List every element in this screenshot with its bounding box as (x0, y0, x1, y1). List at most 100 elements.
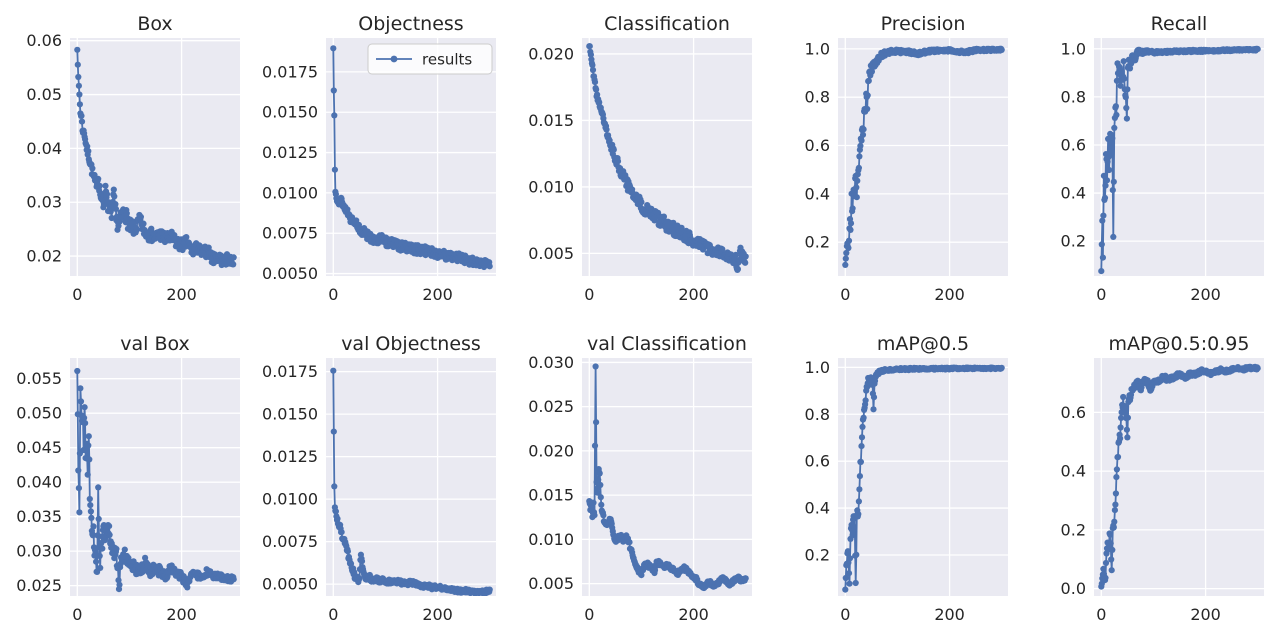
svg-text:200: 200 (422, 285, 453, 304)
tick-labels: 0.005 0.010 0.015 0.020 0 200 (528, 44, 709, 304)
svg-text:0.0: 0.0 (1061, 579, 1086, 598)
svg-text:0: 0 (584, 605, 594, 624)
series-markers (1098, 45, 1261, 275)
subplot-svg-precision: 0.2 0.4 0.6 0.8 1.0 0 200 Precision (805, 13, 1008, 304)
svg-text:200: 200 (166, 285, 197, 304)
svg-text:0.8: 0.8 (805, 405, 830, 424)
subplot-objectness: 0.0050 0.0075 0.0100 0.0125 0.0150 0.0175 0 200… (256, 0, 512, 320)
subplot-val-box: 0.025 0.030 0.035 0.040 0.045 0.050 0.055 0 200 v… (0, 320, 256, 640)
svg-text:0.030: 0.030 (16, 542, 62, 561)
legend-label: results (422, 51, 472, 69)
svg-text:0.020: 0.020 (528, 441, 574, 460)
svg-text:0.025: 0.025 (16, 576, 62, 595)
series-results (586, 43, 749, 273)
gridlines (70, 38, 240, 276)
svg-text:0: 0 (72, 285, 82, 304)
svg-text:0.0100: 0.0100 (262, 490, 318, 509)
legend: results (367, 43, 493, 75)
svg-text:0.040: 0.040 (16, 473, 62, 492)
tick-labels: 0.005 0.010 0.015 0.020 0.025 0.030 0 200 (528, 353, 709, 624)
svg-text:200: 200 (678, 285, 709, 304)
subplot-svg-classification: 0.005 0.010 0.015 0.020 0 200 Classification (528, 13, 752, 304)
svg-text:0.4: 0.4 (805, 499, 830, 518)
svg-text:0: 0 (72, 605, 82, 624)
gridlines (838, 358, 1008, 596)
svg-text:0.03: 0.03 (26, 193, 62, 212)
plot-area (326, 358, 496, 596)
subplot-map05: 0.2 0.4 0.6 0.8 1.0 0 200 mAP@0.5 (768, 320, 1024, 640)
series-results (586, 363, 749, 592)
svg-text:200: 200 (1190, 605, 1221, 624)
svg-text:0.2: 0.2 (805, 233, 830, 252)
series-markers (74, 46, 237, 269)
series-markers (74, 367, 237, 593)
svg-text:0.0125: 0.0125 (262, 143, 318, 162)
svg-text:0.6: 0.6 (805, 452, 830, 471)
svg-text:0.050: 0.050 (16, 404, 62, 423)
svg-text:0.0050: 0.0050 (262, 575, 318, 594)
svg-text:0.0175: 0.0175 (262, 362, 318, 381)
svg-text:0.010: 0.010 (528, 177, 574, 196)
series-results (330, 367, 493, 596)
svg-text:0.035: 0.035 (16, 507, 62, 526)
svg-text:0.045: 0.045 (16, 438, 62, 457)
series-markers (842, 45, 1005, 268)
series-results (74, 46, 237, 269)
svg-text:0.0100: 0.0100 (262, 183, 318, 202)
svg-text:0.4: 0.4 (1061, 462, 1086, 481)
svg-text:0.0075: 0.0075 (262, 224, 318, 243)
tick-labels: 0.2 0.4 0.6 0.8 1.0 0 200 (805, 39, 965, 304)
svg-text:0.0150: 0.0150 (262, 405, 318, 424)
subplot-title: Objectness (358, 13, 463, 35)
subplot-precision: 0.2 0.4 0.6 0.8 1.0 0 200 Precision (768, 0, 1024, 320)
subplot-title: val Box (120, 333, 190, 355)
subplot-svg-val-objectness: 0.0050 0.0075 0.0100 0.0125 0.0150 0.0175 0 200… (262, 333, 496, 624)
svg-text:200: 200 (934, 285, 965, 304)
plot-area (326, 38, 496, 276)
svg-text:0.6: 0.6 (805, 136, 830, 155)
svg-text:0: 0 (1096, 285, 1106, 304)
svg-text:1.0: 1.0 (1061, 39, 1086, 58)
tick-labels: 0.0 0.2 0.4 0.6 0 200 (1061, 403, 1221, 624)
series-results (1098, 45, 1261, 275)
svg-text:0.05: 0.05 (26, 85, 62, 104)
svg-text:0: 0 (328, 285, 338, 304)
subplot-recall: 0.2 0.4 0.6 0.8 1.0 0 200 Recall (1024, 0, 1280, 320)
series-results (842, 45, 1005, 268)
series-results (330, 45, 493, 271)
subplot-title: Recall (1151, 13, 1208, 35)
svg-text:1.0: 1.0 (805, 358, 830, 377)
series-markers (330, 367, 493, 596)
subplot-map05-095: 0.0 0.2 0.4 0.6 0 200 mAP@0.5:0.95 (1024, 320, 1280, 640)
tick-labels: 0.0050 0.0075 0.0100 0.0125 0.0150 0.0175 0 200 (262, 62, 453, 304)
subplot-title: val Objectness (341, 333, 481, 355)
subplot-svg-val-classification: 0.005 0.010 0.015 0.020 0.025 0.030 0 200 val Cl… (528, 333, 752, 624)
tick-labels: 0.2 0.4 0.6 0.8 1.0 0 200 (1061, 39, 1221, 304)
subplot-svg-box: 0.02 0.03 0.04 0.05 0.06 0 200 Box (26, 13, 240, 304)
subplot-title: Classification (604, 13, 730, 35)
subplot-svg-val-box: 0.025 0.030 0.035 0.040 0.045 0.050 0.055 0 200 v… (16, 333, 240, 624)
tick-labels: 0.025 0.030 0.035 0.040 0.045 0.050 0.055 0 200 (16, 369, 197, 624)
svg-text:0.055: 0.055 (16, 369, 62, 388)
plot-area (1094, 358, 1264, 596)
series-results (1098, 363, 1261, 590)
svg-text:200: 200 (934, 605, 965, 624)
svg-text:0.0050: 0.0050 (262, 264, 318, 283)
svg-text:0: 0 (840, 285, 850, 304)
svg-text:0: 0 (1096, 605, 1106, 624)
gridlines (70, 358, 240, 596)
svg-text:0.005: 0.005 (528, 244, 574, 263)
svg-text:0.2: 0.2 (1061, 232, 1086, 251)
subplot-title: mAP@0.5:0.95 (1109, 333, 1250, 355)
plot-area (838, 38, 1008, 276)
svg-text:0.2: 0.2 (805, 545, 830, 564)
subplot-svg-map05: 0.2 0.4 0.6 0.8 1.0 0 200 mAP@0.5 (805, 333, 1008, 624)
svg-text:200: 200 (166, 605, 197, 624)
svg-text:0.0150: 0.0150 (262, 103, 318, 122)
svg-text:0.6: 0.6 (1061, 403, 1086, 422)
subplot-title: Box (137, 13, 172, 35)
svg-text:0.015: 0.015 (528, 486, 574, 505)
series-markers (1098, 363, 1261, 590)
svg-text:200: 200 (1190, 285, 1221, 304)
